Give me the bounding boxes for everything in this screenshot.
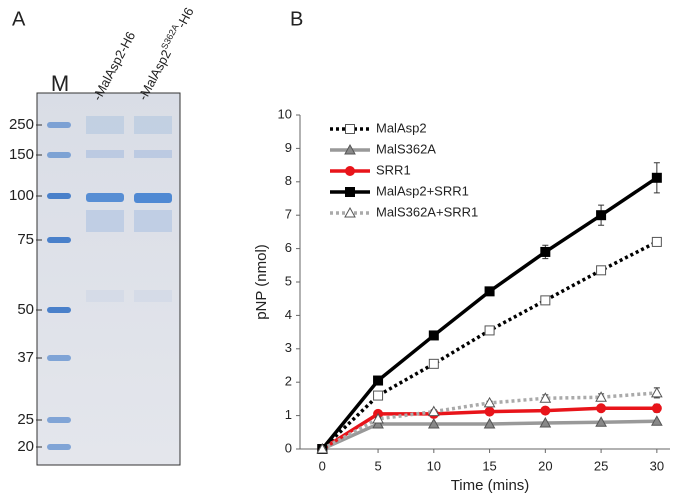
y-tick-label: 5: [285, 273, 292, 288]
y-tick-label: 4: [285, 307, 292, 322]
x-tick-label: 20: [538, 458, 552, 473]
data-point: [540, 246, 551, 257]
ladder-band: [47, 307, 71, 313]
y-tick-label: 1: [285, 407, 292, 422]
gel: [36, 92, 181, 466]
data-point: [427, 405, 440, 417]
marker-size-label: 37: [17, 349, 34, 366]
data-point: [651, 403, 662, 414]
x-tick-label: 30: [650, 458, 664, 473]
marker-size-label: 100: [9, 187, 34, 204]
marker-lane-label: M: [51, 71, 69, 96]
y-tick-label: 3: [285, 340, 292, 355]
data-point: [650, 386, 663, 398]
legend-label: MalS362A+SRR1: [376, 204, 478, 219]
lane-label: -MalAsp2-H6: [89, 29, 138, 103]
data-point: [596, 403, 607, 414]
data-point: [427, 417, 440, 429]
legend-marker: [345, 187, 355, 197]
data-point: [539, 416, 552, 428]
legend-label: SRR1: [376, 162, 411, 177]
marker-size-label: 75: [17, 231, 34, 248]
data-point: [428, 358, 439, 369]
legend-label: MalAsp2+SRR1: [376, 183, 469, 198]
lane-label: -MalAsp2S362A-H6: [134, 4, 197, 103]
ladder-band: [47, 152, 71, 158]
x-tick-label: 10: [427, 458, 441, 473]
legend-marker: [345, 166, 355, 176]
ladder-band: [47, 122, 71, 128]
data-point: [316, 442, 329, 454]
data-point: [373, 375, 384, 386]
y-tick-label: 2: [285, 374, 292, 389]
lane-label-sup: S362A: [159, 23, 181, 52]
y-tick-label: 8: [285, 173, 292, 188]
data-point: [372, 412, 384, 424]
legend-marker: [345, 124, 355, 134]
data-point: [596, 210, 607, 221]
ladder-band: [47, 444, 71, 450]
data-point: [596, 265, 607, 276]
data-point: [484, 286, 495, 297]
ladder-band: [47, 355, 71, 361]
y-tick-label: 0: [285, 440, 292, 455]
legend-marker: [344, 206, 356, 218]
data-point: [372, 417, 384, 429]
y-tick-label: 9: [285, 140, 292, 155]
y-tick-label: 6: [285, 240, 292, 255]
x-axis-label: Time (mins): [451, 477, 530, 494]
data-point: [373, 390, 384, 401]
ladder-band: [47, 193, 71, 199]
sample-bands: [86, 116, 172, 302]
x-tick-label: 15: [482, 458, 496, 473]
panel-label: A: [12, 8, 26, 30]
data-point: [540, 295, 551, 306]
y-tick-label: 7: [285, 207, 292, 222]
data-point: [483, 417, 496, 429]
data-point: [483, 396, 496, 408]
data-point: [651, 236, 662, 247]
legend-label: MalS362A: [376, 141, 436, 156]
data-point: [595, 391, 607, 402]
panel-label: B: [290, 8, 303, 30]
data-point: [595, 416, 607, 427]
y-axis-label: pNP (nmol): [253, 244, 270, 320]
data-point: [651, 172, 662, 183]
y-tick-label: 10: [278, 106, 292, 121]
data-point: [539, 392, 552, 403]
x-tick-label: 25: [594, 458, 608, 473]
marker-size-label: 20: [17, 438, 34, 455]
data-point: [540, 405, 551, 416]
marker-size-label: 250: [9, 116, 34, 133]
x-tick-label: 5: [374, 458, 381, 473]
data-point: [428, 330, 439, 341]
legend-label: MalAsp2: [376, 120, 427, 135]
data-point: [484, 325, 495, 336]
marker-size-label: 50: [17, 301, 34, 318]
data-point: [484, 406, 495, 417]
data-point: [650, 415, 663, 426]
x-tick-label: 0: [319, 458, 326, 473]
marker-size-label: 150: [9, 146, 34, 163]
ladder-band: [47, 237, 71, 243]
legend-marker: [344, 143, 356, 155]
ladder-band: [47, 417, 71, 423]
marker-size-label: 25: [17, 411, 34, 428]
